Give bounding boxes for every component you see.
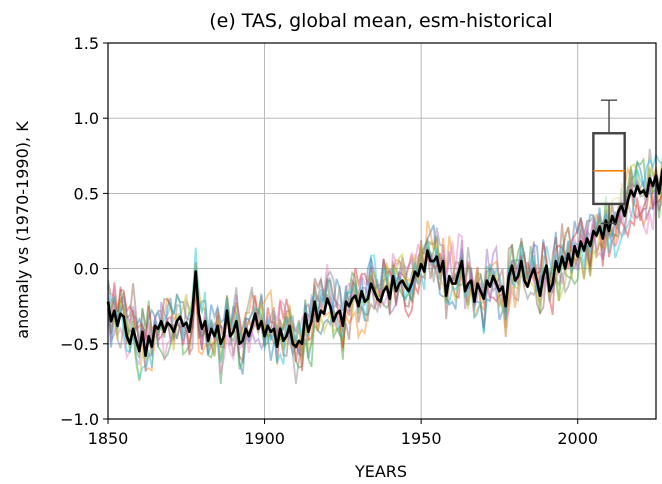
x-tick-label: 2000 bbox=[557, 429, 598, 448]
ensemble-line bbox=[107, 163, 662, 365]
ensemble-line bbox=[107, 148, 662, 385]
ensemble-line bbox=[107, 157, 662, 382]
ensemble-line bbox=[107, 169, 662, 372]
ensemble-line bbox=[107, 152, 662, 381]
y-tick-label: −1.0 bbox=[60, 410, 99, 429]
y-tick-label: −0.5 bbox=[60, 335, 99, 354]
chart-title: (e) TAS, global mean, esm-historical bbox=[209, 10, 552, 32]
ensemble-line bbox=[107, 159, 662, 375]
y-tick-label: 1.0 bbox=[74, 109, 99, 128]
y-tick-label: 0.5 bbox=[74, 184, 99, 203]
y-tick-label: 0.0 bbox=[74, 260, 99, 279]
boxplot bbox=[592, 99, 626, 225]
x-axis-ticks: 1850 1900 1950 2000 bbox=[88, 419, 598, 448]
plot-frame bbox=[107, 42, 657, 420]
y-axis-label: anomaly vs (1970-1990), K bbox=[13, 121, 32, 339]
series-lines bbox=[106, 167, 662, 358]
x-axis-label: YEARS bbox=[354, 462, 407, 481]
y-axis-ticks: −1.0 −0.5 0.0 0.5 1.0 1.5 bbox=[60, 34, 108, 429]
series-line bbox=[106, 167, 662, 358]
x-tick-label: 1850 bbox=[88, 429, 129, 448]
x-tick-label: 1900 bbox=[244, 429, 285, 448]
box-iqr bbox=[592, 132, 626, 206]
y-tick-label: 1.5 bbox=[74, 34, 99, 53]
x-tick-label: 1950 bbox=[401, 429, 442, 448]
